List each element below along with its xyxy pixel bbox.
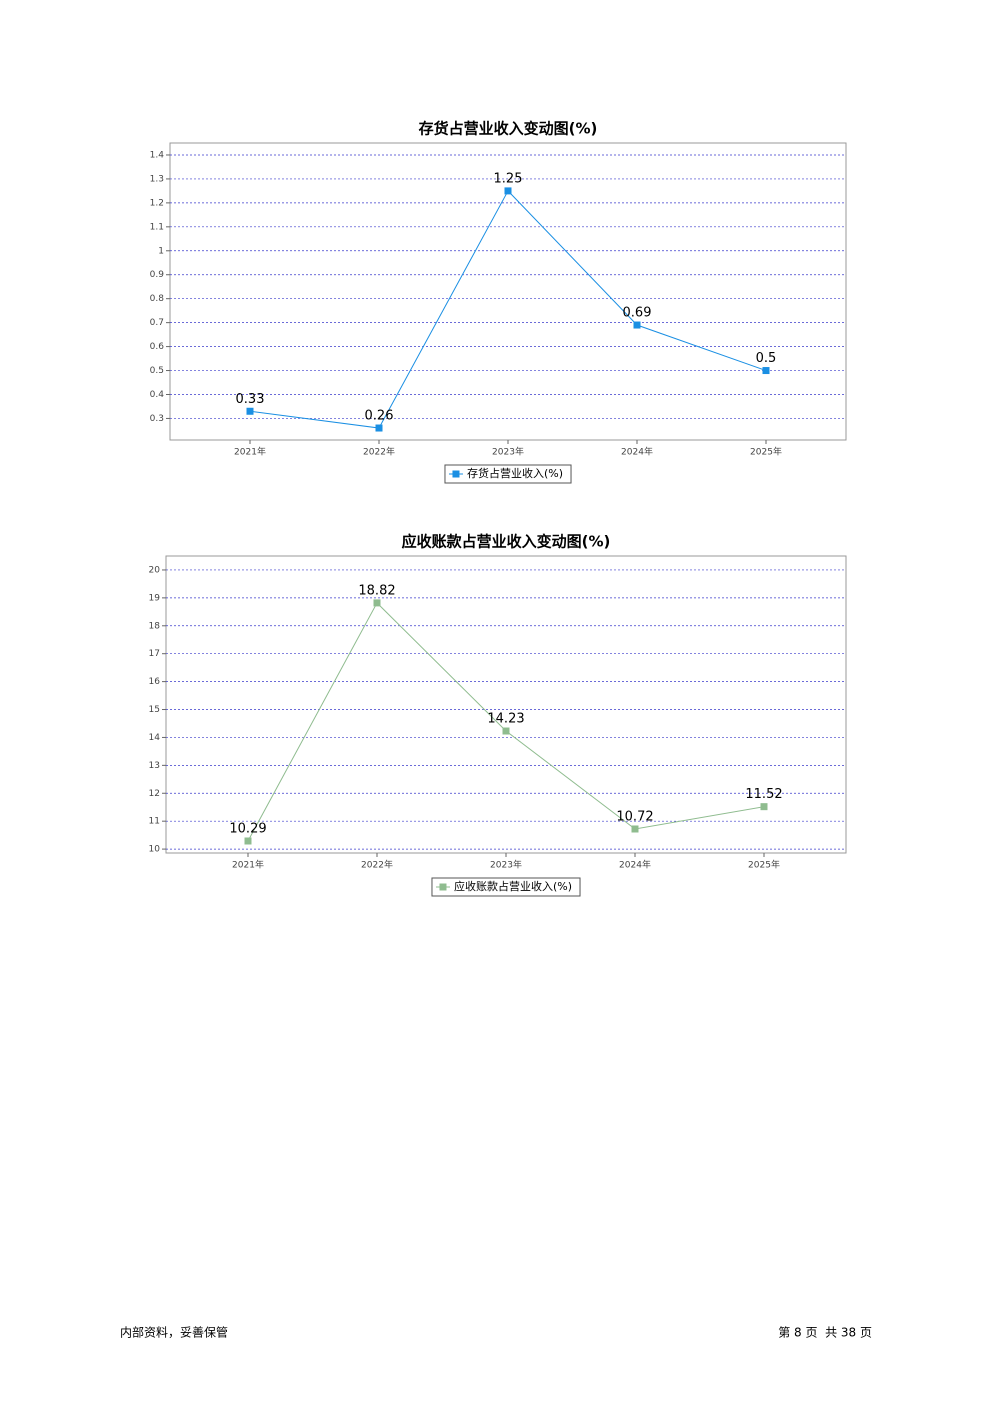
legend-label: 存货占营业收入(%) <box>467 466 563 480</box>
y-tick-label: 12 <box>149 789 160 799</box>
x-tick-label: 2021年 <box>234 446 266 458</box>
y-tick-label: 1.2 <box>150 198 164 208</box>
y-tick-label: 0.9 <box>150 270 165 280</box>
y-tick-label: 16 <box>149 677 161 687</box>
y-tick-label: 0.5 <box>150 366 164 376</box>
footer-right: 第 8 页 共 38 页 <box>778 1326 872 1340</box>
data-point <box>375 424 383 432</box>
y-tick-label: 19 <box>149 593 161 603</box>
x-tick-label: 2025年 <box>748 859 780 871</box>
x-tick-label: 2023年 <box>490 859 522 871</box>
y-tick-label: 0.7 <box>150 318 164 328</box>
legend-marker <box>452 470 460 478</box>
data-point <box>504 187 512 195</box>
data-point <box>244 837 252 845</box>
data-label: 14.23 <box>487 712 524 727</box>
data-label: 0.5 <box>756 351 777 366</box>
y-tick-label: 20 <box>149 565 161 575</box>
data-point <box>631 825 639 833</box>
data-label: 0.69 <box>623 306 652 321</box>
y-tick-label: 1 <box>158 246 164 256</box>
x-tick-label: 2022年 <box>361 859 393 871</box>
y-tick-label: 1.1 <box>150 222 164 232</box>
x-tick-label: 2024年 <box>621 446 653 458</box>
x-tick-label: 2021年 <box>232 859 264 871</box>
y-tick-label: 0.4 <box>150 390 165 400</box>
x-tick-label: 2025年 <box>750 446 782 458</box>
legend-label: 应收账款占营业收入(%) <box>454 879 572 893</box>
footer-left: 内部资料，妥善保管 <box>120 1325 228 1340</box>
chart-title: 存货占营业收入变动图(%) <box>419 120 598 138</box>
y-tick-label: 15 <box>149 705 160 715</box>
y-tick-label: 1.3 <box>150 174 164 184</box>
y-tick-label: 0.8 <box>150 294 165 304</box>
chart-title: 应收账款占营业收入变动图(%) <box>402 533 611 551</box>
y-tick-label: 10 <box>149 845 161 855</box>
data-label: 18.82 <box>358 583 395 598</box>
y-tick-label: 11 <box>149 817 160 827</box>
legend-box <box>444 464 572 484</box>
y-tick-label: 18 <box>149 621 161 631</box>
data-point <box>633 321 641 329</box>
x-tick-label: 2022年 <box>363 446 395 458</box>
y-tick-label: 1.4 <box>150 150 165 160</box>
y-tick-label: 14 <box>149 733 161 743</box>
data-point <box>760 803 768 811</box>
data-label: 11.52 <box>745 787 782 802</box>
y-tick-label: 0.3 <box>150 414 164 424</box>
data-label: 1.25 <box>494 171 523 186</box>
legend-box <box>431 877 581 897</box>
data-point <box>373 599 381 607</box>
data-label: 0.33 <box>236 392 265 407</box>
data-point <box>502 727 510 735</box>
data-point <box>762 367 770 375</box>
data-label: 0.26 <box>365 409 394 424</box>
legend-marker <box>439 883 447 891</box>
plot-area <box>165 555 847 854</box>
data-label: 10.29 <box>229 821 266 836</box>
x-tick-label: 2023年 <box>492 446 524 458</box>
y-tick-label: 13 <box>149 761 160 771</box>
x-tick-label: 2024年 <box>619 859 651 871</box>
data-label: 10.72 <box>616 809 653 824</box>
data-point <box>246 407 254 415</box>
y-tick-label: 17 <box>149 649 160 659</box>
y-tick-label: 0.6 <box>150 342 165 352</box>
